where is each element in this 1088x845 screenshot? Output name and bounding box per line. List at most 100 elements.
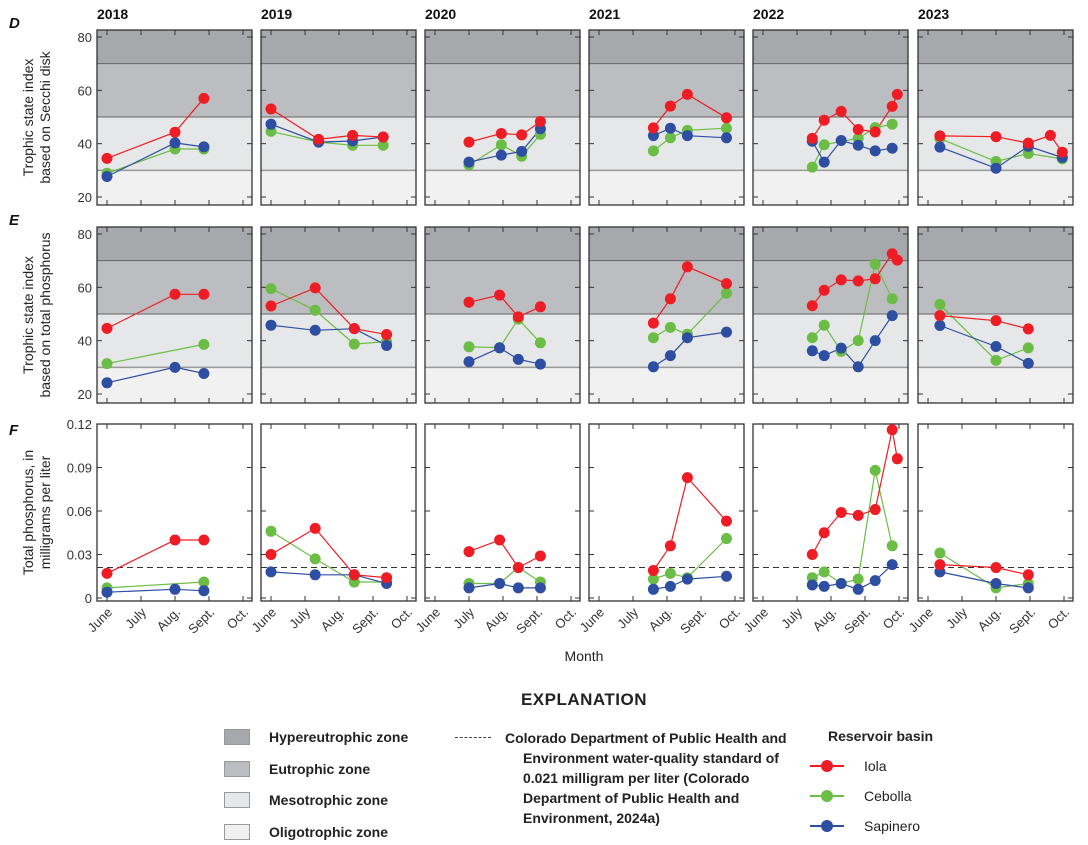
data-point-iola: [934, 559, 946, 571]
series-line-cebolla: [106, 343, 205, 365]
data-point-iola: [1022, 569, 1034, 581]
hypereutrophic-swatch: [224, 729, 250, 745]
x-tick-label: Oct.: [224, 605, 251, 632]
y-tick-label: 0.12: [67, 417, 92, 432]
data-point-sapinero: [664, 350, 676, 362]
data-point-iola: [534, 301, 546, 313]
y-tick-label: 40: [78, 137, 92, 152]
data-point-iola: [990, 131, 1002, 143]
data-point-sapinero: [101, 586, 113, 598]
data-point-sapinero: [512, 353, 524, 365]
zone-band: [589, 367, 744, 403]
data-point-cebolla: [534, 337, 546, 349]
legend-zone-label: Hypereutrophic zone: [269, 729, 409, 745]
data-point-sapinero: [101, 377, 113, 389]
zone-band: [589, 227, 744, 261]
data-point-sapinero: [647, 130, 659, 142]
data-point-iola: [681, 88, 693, 100]
x-tick-label: June: [906, 605, 937, 636]
x-tick-label: Aug.: [482, 605, 512, 635]
series-line-sapinero: [653, 127, 727, 139]
panel-D-2018: [96, 29, 253, 206]
data-point-iola: [101, 567, 113, 579]
eutrophic-swatch: [224, 761, 250, 777]
data-point-iola: [852, 275, 864, 287]
y-axis-label-line1: Total phosphorus, in: [20, 450, 36, 575]
zone-band: [753, 260, 908, 314]
panel-F-2020: [424, 423, 581, 602]
x-tick-label: July: [286, 604, 313, 631]
data-point-cebolla: [664, 132, 676, 144]
data-point-cebolla: [495, 139, 507, 151]
data-point-sapinero: [169, 361, 181, 373]
data-point-cebolla: [647, 145, 659, 157]
standard-text: Colorado Department of Public Health and…: [505, 730, 787, 826]
zone-band: [918, 227, 1073, 261]
series-line-sapinero: [468, 582, 541, 589]
zone-band: [261, 367, 416, 403]
data-point-sapinero: [990, 578, 1002, 589]
data-point-sapinero: [1022, 582, 1034, 594]
series-line-sapinero: [270, 324, 387, 347]
series-line-cebolla: [270, 130, 384, 146]
data-point-iola: [681, 472, 693, 484]
oligotrophic-swatch: [224, 824, 250, 840]
data-point-iola: [463, 546, 475, 558]
data-point-iola: [494, 289, 506, 301]
data-point-iola: [169, 126, 181, 138]
x-tick-label: Sept.: [677, 605, 709, 637]
data-point-sapinero: [512, 582, 524, 594]
x-tick-label: July: [778, 604, 805, 631]
data-point-iola: [265, 300, 277, 312]
y-tick-label: 80: [78, 227, 92, 242]
series-line-sapinero: [270, 571, 387, 585]
zone-band: [425, 314, 580, 368]
basin-label: Sapinero: [864, 818, 921, 834]
x-tick-label: July: [122, 604, 149, 631]
data-point-iola: [101, 322, 113, 334]
data-point-cebolla: [818, 566, 830, 578]
zone-band: [261, 30, 416, 64]
series-line-iola: [468, 539, 541, 569]
data-point-sapinero: [265, 118, 277, 130]
zone-band: [589, 170, 744, 205]
x-tick-label: June: [577, 605, 608, 636]
y-axis-label-line2: based on total phosphorus: [37, 232, 53, 397]
data-point-cebolla: [869, 258, 881, 270]
zone-band: [425, 367, 580, 403]
data-point-iola: [721, 515, 732, 527]
series-line-sapinero: [468, 347, 541, 365]
zone-band: [425, 63, 580, 117]
legend-zone-label: Eutrophic zone: [269, 761, 371, 777]
panel-F-2018: [96, 423, 253, 602]
legend-zone-hypereutrophic: Hypereutrophic zone: [224, 727, 408, 747]
y-axis-label-line1: Trophic state index: [20, 256, 36, 374]
series-line-iola: [652, 93, 727, 129]
data-point-cebolla: [869, 464, 881, 476]
basin-label: Iola: [864, 758, 887, 774]
data-point-cebolla: [806, 332, 818, 344]
data-point-sapinero: [681, 573, 693, 585]
x-tick-label: Oct.: [880, 605, 907, 632]
data-point-iola: [348, 323, 360, 335]
y-axis-label-line2: based on Secchi disk: [37, 50, 53, 183]
y-tick-label: 0.06: [67, 504, 92, 519]
data-point-iola: [818, 527, 830, 539]
data-point-sapinero: [463, 356, 475, 368]
data-point-iola: [516, 129, 528, 141]
series-line-cebolla: [270, 288, 387, 345]
data-point-cebolla: [934, 547, 946, 559]
data-point-cebolla: [721, 533, 732, 545]
x-tick-label: July: [614, 604, 641, 631]
data-point-iola: [381, 572, 393, 584]
data-point-iola: [381, 329, 393, 341]
data-point-sapinero: [463, 582, 475, 594]
x-tick-label: July: [450, 604, 477, 631]
panel-E-2022: [752, 226, 909, 404]
zone-band: [261, 63, 416, 117]
panel-background: [97, 424, 252, 601]
legend-zone-oligotrophic: Oligotrophic zone: [224, 822, 388, 842]
data-point-iola: [835, 274, 847, 286]
basin-label: Cebolla: [864, 788, 912, 804]
y-axis-label-line2: milligrams per liter: [37, 455, 53, 569]
